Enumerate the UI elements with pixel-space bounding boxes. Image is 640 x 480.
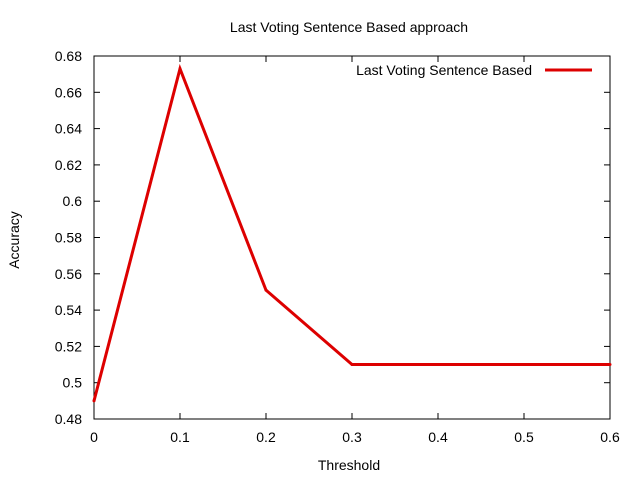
legend: Last Voting Sentence Based: [356, 62, 592, 78]
y-tick-label: 0.48: [55, 411, 82, 427]
x-tick-label: 0.1: [170, 429, 190, 445]
legend-label: Last Voting Sentence Based: [356, 62, 532, 78]
data-point: [350, 363, 354, 367]
y-axis: 0.48 0.5 0.52 0.54 0.56 0.58 0.6 0.62 0.64 0.66 0.…: [55, 48, 610, 427]
y-tick-label: 0.66: [55, 84, 82, 100]
chart-title: Last Voting Sentence Based approach: [230, 19, 468, 35]
x-tick-label: 0.3: [342, 429, 362, 445]
y-tick-label: 0.5: [63, 375, 83, 391]
y-tick-label: 0.58: [55, 230, 82, 246]
y-tick-label: 0.68: [55, 48, 82, 64]
y-tick-label: 0.56: [55, 266, 82, 282]
data-point: [264, 288, 268, 292]
y-tick-label: 0.6: [63, 193, 83, 209]
x-tick-label: 0.2: [256, 429, 276, 445]
x-axis-label: Threshold: [318, 457, 380, 473]
data-point: [92, 399, 96, 403]
data-point: [522, 363, 526, 367]
x-tick-label: 0.6: [600, 429, 620, 445]
data-point: [608, 363, 612, 367]
y-tick-label: 0.52: [55, 338, 82, 354]
y-tick-label: 0.54: [55, 302, 82, 318]
series-line: [92, 63, 610, 402]
y-tick-label: 0.64: [55, 121, 82, 137]
y-tick-label: 0.62: [55, 157, 82, 173]
x-tick-label: 0: [90, 429, 98, 445]
y-axis-label: Accuracy: [6, 211, 22, 269]
x-tick-label: 0.4: [428, 429, 448, 445]
data-point: [436, 363, 440, 367]
x-axis: 0 0.1 0.2 0.3 0.4 0.5 0.6: [90, 56, 620, 445]
x-tick-label: 0.5: [514, 429, 534, 445]
data-point: [178, 67, 182, 71]
series-layer: [92, 63, 612, 403]
